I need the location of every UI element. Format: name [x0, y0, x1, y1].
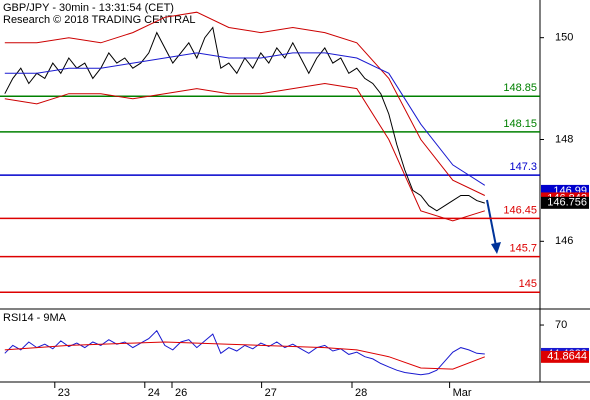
- series-line: [4, 341, 485, 370]
- level-label: 147.3: [509, 161, 537, 173]
- y-tick-label: 70: [555, 319, 567, 331]
- forecast-arrow: [486, 199, 501, 254]
- last-value-badge: [541, 196, 589, 209]
- x-tick-label: 27: [265, 387, 277, 399]
- y-tick-label: 146: [555, 235, 573, 247]
- x-tick-label: 26: [175, 387, 187, 399]
- last-value-badge: [541, 350, 589, 363]
- level-label: 145.7: [509, 242, 537, 254]
- level-label: 146.45: [503, 204, 537, 216]
- level-label: 145: [519, 278, 537, 290]
- level-label: 148.85: [503, 82, 537, 94]
- rsi-title: RSI14 - 9MA: [3, 312, 67, 324]
- series-line: [4, 11, 486, 196]
- last-value-label: 146.756: [547, 197, 587, 209]
- y-tick-label: 148: [555, 133, 573, 145]
- x-tick-label: Mar: [453, 387, 472, 399]
- last-value-label: 41.8644: [547, 351, 587, 363]
- y-tick-label: 150: [555, 32, 573, 44]
- series-line: [4, 329, 485, 376]
- x-tick-label: 24: [148, 387, 160, 399]
- series-line: [4, 82, 485, 222]
- chart-title: GBP/JPY - 30min - 13:31:54 (CET): [3, 2, 174, 14]
- x-tick-label: 28: [355, 387, 367, 399]
- series-line: [4, 52, 486, 186]
- x-tick-label: 23: [58, 387, 70, 399]
- level-label: 148.15: [503, 118, 537, 130]
- chart-subtitle: Research © 2018 TRADING CENTRAL: [3, 14, 196, 26]
